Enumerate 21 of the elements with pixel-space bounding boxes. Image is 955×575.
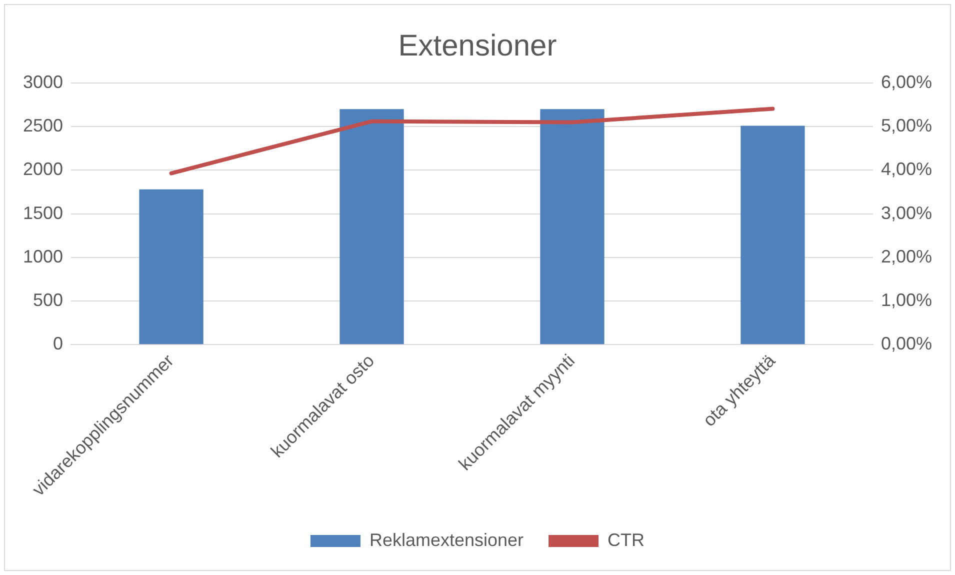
y2-tick-label: 2,00%	[880, 246, 932, 266]
y-tick-label: 1000	[22, 246, 64, 266]
y-tick-label: 0	[53, 334, 64, 354]
y2-tick-label: 1,00%	[880, 290, 932, 310]
y2-tick-label: 0,00%	[880, 334, 932, 354]
chart-title: Extensioner	[398, 29, 557, 62]
y-tick-label: 2500	[22, 116, 64, 136]
legend-label: Reklamextensioner	[369, 530, 524, 550]
legend-label: CTR	[608, 530, 645, 550]
y2-tick-label: 4,00%	[880, 159, 932, 180]
y-tick-label: 500	[32, 290, 64, 310]
y2-tick-label: 3,00%	[880, 202, 932, 223]
bar	[340, 109, 404, 344]
bar	[139, 189, 204, 344]
y-tick-label: 1500	[22, 202, 64, 223]
y2-tick-label: 6,00%	[880, 72, 932, 92]
bar	[540, 109, 604, 344]
y2-tick-label: 5,00%	[880, 116, 932, 136]
y-tick-label: 2000	[22, 159, 64, 180]
bar	[740, 126, 805, 344]
y-tick-label: 3000	[22, 72, 64, 92]
